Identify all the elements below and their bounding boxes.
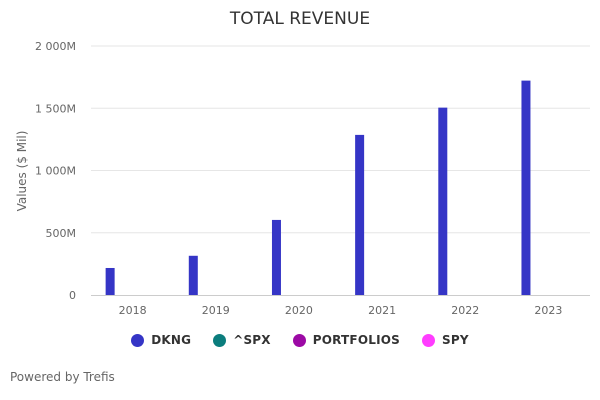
x-tick-label: 2021 <box>368 304 396 317</box>
bar-dkng-2023[interactable] <box>521 80 531 296</box>
bars <box>105 80 531 296</box>
y-tick-label: 1 000M <box>35 165 76 178</box>
legend-swatch-icon <box>292 333 306 347</box>
gridlines <box>91 45 590 234</box>
y-axis-ticks: 0 500M 1 000M 1 500M 2 000M <box>35 40 76 302</box>
legend-swatch-icon <box>422 333 435 347</box>
legend-label: SPY <box>442 333 469 347</box>
legend-label: DKNG <box>151 333 192 347</box>
legend-item[interactable]: DKNG <box>131 333 191 347</box>
chart-title: TOTAL REVENUE <box>229 9 370 29</box>
bar-dkng-2018[interactable] <box>105 267 115 295</box>
y-tick-label: 2 000M <box>35 40 76 53</box>
legend-label: ^SPX <box>233 333 271 347</box>
y-tick-label: 1 500M <box>35 102 76 115</box>
bar-dkng-2022[interactable] <box>438 107 448 295</box>
bar-dkng-2021[interactable] <box>355 134 365 295</box>
legend-item[interactable]: PORTFOLIOS <box>292 333 400 347</box>
x-tick-label: 2018 <box>119 304 147 317</box>
powered-by-footer: Powered by Trefis <box>10 370 115 384</box>
y-axis-label: Values ($ Mil) <box>15 131 29 212</box>
x-tick-label: 2022 <box>451 304 479 317</box>
x-tick-label: 2020 <box>285 304 313 317</box>
x-tick-label: 2023 <box>534 304 562 317</box>
legend: DKNG ^SPX PORTFOLIOS SPY <box>0 333 600 347</box>
x-axis-ticks: 2018 2019 2020 2021 2022 2023 <box>119 304 563 317</box>
legend-item[interactable]: ^SPX <box>213 333 271 347</box>
legend-swatch-icon <box>131 333 145 347</box>
y-tick-label: 500M <box>46 227 77 240</box>
x-tick-label: 2019 <box>202 304 230 317</box>
bar-dkng-2019[interactable] <box>188 255 198 295</box>
y-tick-label: 0 <box>69 289 76 302</box>
legend-label: PORTFOLIOS <box>312 333 400 347</box>
legend-swatch-icon <box>213 333 227 347</box>
bar-dkng-2020[interactable] <box>271 219 281 295</box>
legend-item[interactable]: SPY <box>422 333 469 347</box>
